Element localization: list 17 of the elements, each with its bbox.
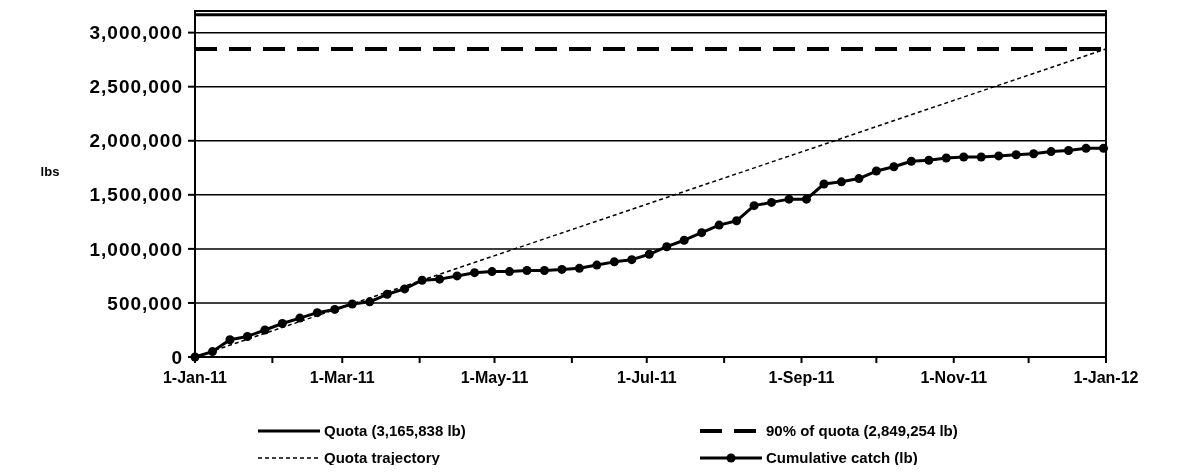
legend-label: 90% of quota (2,849,254 lb) (766, 422, 958, 440)
y-tick-label: 1,500,000 (89, 184, 183, 206)
y-tick-label: 3,000,000 (89, 22, 183, 44)
y-tick-label: 1,000,000 (89, 238, 183, 260)
y-tick-label: 2,500,000 (89, 76, 183, 98)
x-tick-label: 1-Jan-11 (162, 369, 228, 386)
x-tick-label: 1-May-11 (460, 369, 529, 386)
x-tick-label: 1-Jul-11 (616, 369, 677, 386)
x-tick-label: 1-Sep-11 (768, 369, 835, 386)
y-axis-title: lbs (40, 164, 60, 179)
x-tick-label: 1-Mar-11 (309, 369, 375, 386)
x-tick-label: 1-Nov-11 (920, 369, 988, 386)
y-tick-label: 0 (171, 346, 183, 368)
legend-label: Quota (3,165,838 lb) (324, 422, 466, 440)
x-tick-label: 1-Jan-12 (1073, 369, 1139, 386)
y-tick-label: 500,000 (107, 292, 183, 314)
y-tick-label: 2,000,000 (89, 130, 183, 152)
